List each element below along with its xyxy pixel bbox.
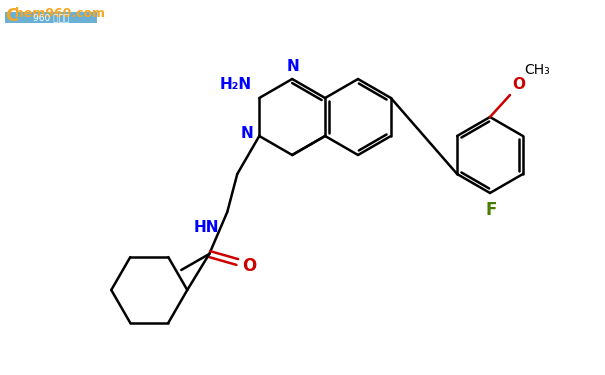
Text: N: N: [241, 126, 253, 141]
Text: CH₃: CH₃: [524, 63, 550, 77]
Text: HN: HN: [194, 220, 219, 235]
Text: O: O: [512, 77, 525, 92]
Text: F: F: [485, 201, 497, 219]
FancyBboxPatch shape: [5, 12, 97, 23]
Text: hem960.com: hem960.com: [15, 7, 105, 20]
Text: H₂N: H₂N: [219, 77, 251, 92]
Text: C: C: [5, 7, 18, 25]
Text: 960 化工网: 960 化工网: [33, 13, 69, 22]
Text: O: O: [242, 257, 257, 275]
Text: N: N: [287, 59, 299, 74]
